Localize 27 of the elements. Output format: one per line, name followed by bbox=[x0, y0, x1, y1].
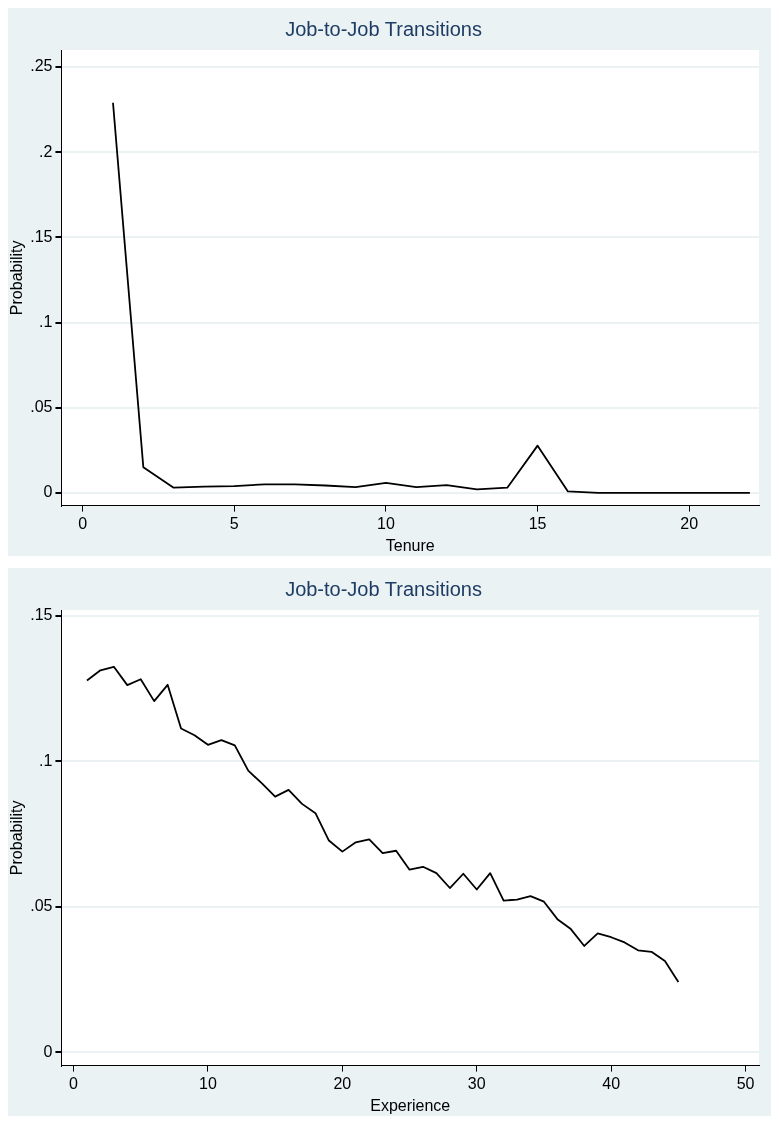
x-tick-label: 0 bbox=[78, 514, 88, 532]
x-tick-label: 0 bbox=[69, 1074, 79, 1092]
x-tick-label: 10 bbox=[199, 1074, 217, 1092]
y-tick-label: 0 bbox=[43, 1042, 53, 1060]
y-tick-label: .1 bbox=[39, 312, 53, 330]
y-tick-label: 0 bbox=[43, 483, 53, 501]
x-tick-label: 15 bbox=[528, 514, 547, 532]
x-tick-label: 5 bbox=[229, 514, 239, 532]
x-axis-title: Experience bbox=[370, 1096, 451, 1114]
chart-title: Job-to-Job Transitions bbox=[285, 577, 482, 600]
y-tick-label: .2 bbox=[39, 142, 53, 160]
y-axis-title: Probability bbox=[8, 800, 26, 876]
y-tick-label: .15 bbox=[30, 606, 53, 624]
x-tick-label: 50 bbox=[736, 1074, 755, 1092]
x-tick-label: 20 bbox=[680, 514, 699, 532]
chart-title: Job-to-Job Transitions bbox=[285, 17, 482, 40]
y-tick-label: .15 bbox=[30, 227, 53, 245]
x-tick-label: 30 bbox=[467, 1074, 486, 1092]
y-axis-title: Probability bbox=[8, 240, 26, 316]
y-tick-label: .05 bbox=[30, 398, 53, 416]
y-tick-label: .25 bbox=[30, 57, 53, 75]
x-axis-title: Tenure bbox=[385, 536, 435, 554]
y-tick-label: .05 bbox=[30, 897, 53, 915]
y-tick-label: .1 bbox=[39, 751, 53, 769]
x-tick-label: 40 bbox=[602, 1074, 621, 1092]
x-tick-label: 20 bbox=[333, 1074, 352, 1092]
x-tick-label: 10 bbox=[377, 514, 395, 532]
